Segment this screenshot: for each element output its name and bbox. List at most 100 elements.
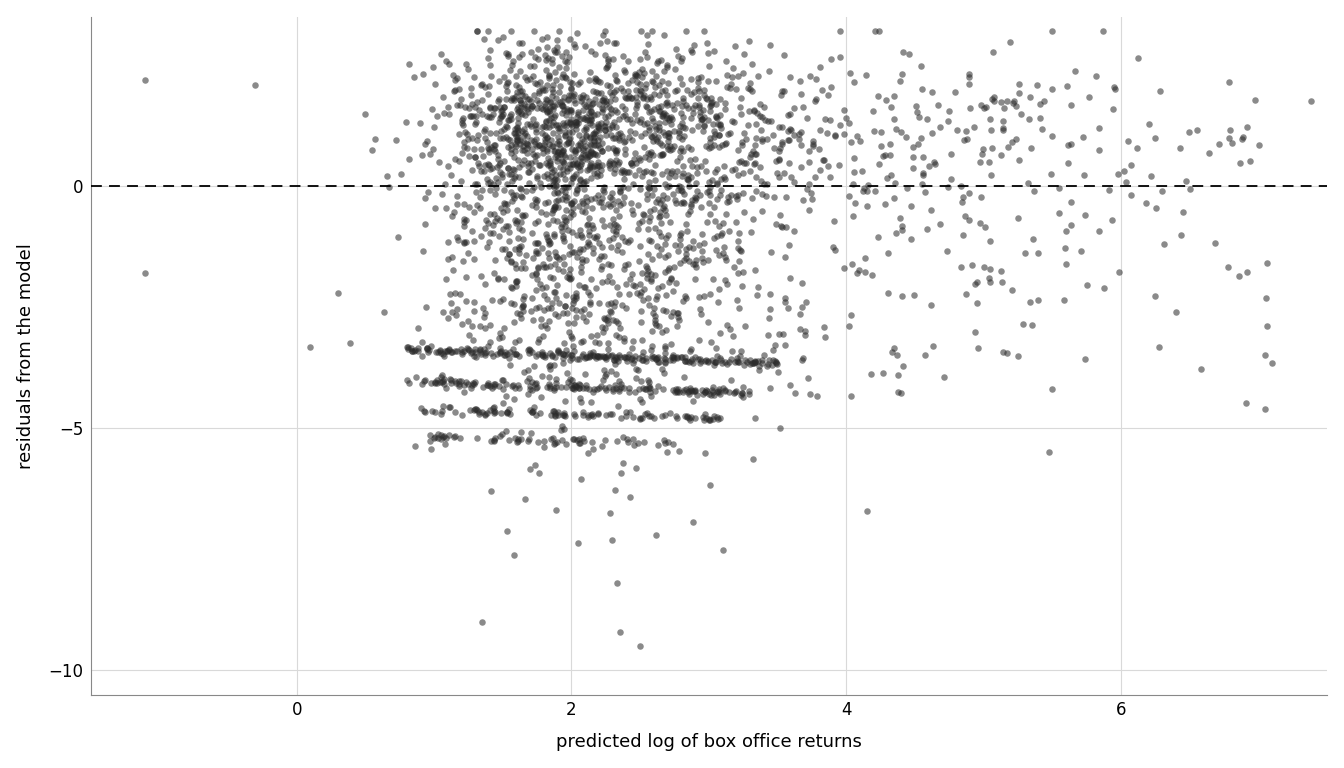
Point	[691, 227, 712, 240]
Point	[500, 168, 521, 180]
Point	[560, 104, 582, 116]
Point	[524, 118, 546, 131]
Point	[629, 240, 650, 252]
Point	[641, 74, 663, 87]
Point	[712, 382, 734, 394]
Point	[536, 145, 558, 157]
Point	[521, 383, 543, 396]
Point	[738, 105, 759, 118]
Point	[497, 162, 519, 174]
Point	[751, 133, 773, 145]
Point	[792, 276, 813, 289]
Point	[891, 68, 913, 80]
Point	[327, 286, 348, 299]
Point	[625, 462, 646, 474]
Point	[607, 194, 629, 207]
Point	[688, 334, 710, 346]
Point	[562, 296, 583, 309]
Point	[544, 174, 566, 186]
Point	[544, 384, 566, 396]
Point	[452, 409, 473, 421]
Point	[497, 48, 519, 60]
Point	[406, 371, 427, 383]
Point	[732, 167, 754, 180]
Point	[669, 151, 691, 163]
Point	[840, 309, 862, 321]
Point	[1031, 122, 1052, 134]
Point	[508, 435, 530, 447]
Point	[630, 170, 652, 182]
Point	[646, 57, 668, 69]
Point	[396, 341, 418, 353]
Point	[536, 381, 558, 393]
Point	[517, 432, 539, 445]
Point	[497, 352, 519, 364]
Point	[466, 25, 488, 38]
Point	[650, 243, 672, 255]
Point	[493, 323, 515, 335]
Point	[551, 423, 573, 435]
Point	[805, 73, 827, 85]
Point	[460, 404, 481, 416]
Point	[922, 127, 943, 140]
Point	[970, 98, 992, 111]
Point	[671, 142, 692, 154]
Point	[500, 25, 521, 38]
Point	[601, 534, 622, 546]
Point	[560, 206, 582, 218]
Point	[1001, 97, 1023, 109]
Point	[587, 156, 609, 168]
Point	[517, 105, 539, 118]
Point	[538, 360, 559, 372]
Point	[571, 336, 593, 348]
Point	[543, 382, 564, 395]
Point	[595, 98, 617, 110]
Point	[638, 382, 660, 394]
Point	[1089, 122, 1110, 134]
Point	[680, 382, 702, 394]
Point	[547, 122, 569, 134]
Point	[585, 74, 606, 87]
Point	[551, 217, 573, 230]
Point	[599, 103, 621, 115]
Point	[555, 349, 577, 362]
Point	[497, 50, 519, 62]
Point	[433, 91, 454, 103]
Point	[676, 248, 698, 260]
Point	[1255, 319, 1277, 332]
Point	[668, 131, 689, 143]
Point	[500, 108, 521, 120]
Point	[796, 112, 817, 124]
Point	[504, 123, 526, 135]
Point	[570, 260, 591, 273]
Point	[509, 137, 531, 150]
Point	[605, 154, 626, 167]
Point	[640, 410, 661, 422]
Point	[461, 225, 482, 237]
Point	[497, 251, 519, 263]
Point	[652, 194, 673, 206]
Point	[512, 301, 534, 313]
Point	[560, 379, 582, 392]
Point	[605, 224, 626, 237]
Point	[492, 170, 513, 183]
Point	[527, 436, 548, 449]
Point	[751, 111, 773, 123]
Point	[614, 135, 636, 147]
Point	[512, 48, 534, 60]
Point	[668, 127, 689, 139]
Point	[542, 52, 563, 65]
Point	[499, 235, 520, 247]
Point	[668, 445, 689, 458]
Point	[991, 149, 1012, 161]
Point	[581, 144, 602, 157]
Point	[594, 434, 616, 446]
Point	[575, 130, 597, 142]
Point	[602, 198, 624, 210]
Point	[755, 178, 777, 190]
Point	[544, 250, 566, 263]
Point	[567, 143, 589, 155]
Point	[508, 51, 530, 64]
Point	[636, 187, 657, 200]
Point	[657, 180, 679, 193]
